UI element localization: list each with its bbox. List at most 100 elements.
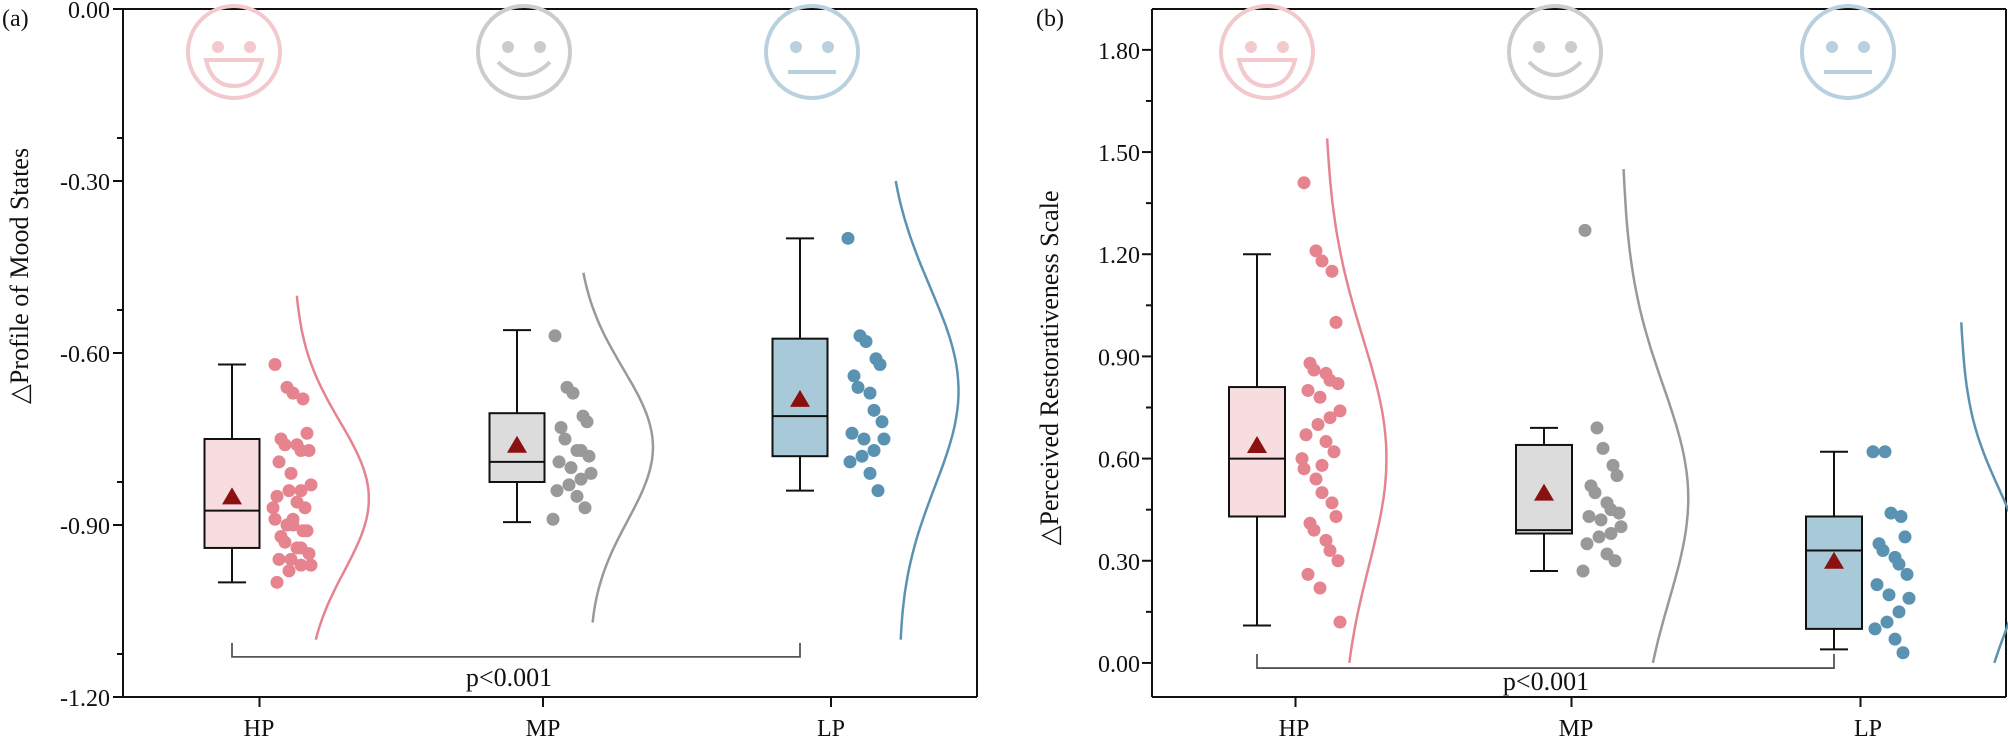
points-HP [266,357,318,589]
panel-b-chart: (b) △Perceived Restorativeness Scale HP … [1035,4,2008,742]
data-point [578,501,592,515]
data-point [1896,646,1910,660]
data-point [1902,591,1916,605]
data-point [1309,244,1323,258]
box-mean-marker [790,389,810,407]
data-point [1301,383,1315,397]
data-point [1866,445,1880,459]
panel-b-y-tick-label: 0.90 [1098,345,1140,371]
data-point [1295,452,1309,466]
data-point [1333,404,1347,418]
data-point [564,461,578,475]
face-outline [186,4,282,100]
data-point [268,357,282,371]
data-point [863,386,877,400]
data-point [867,403,881,417]
box-mean-marker [222,487,242,505]
data-point [272,455,286,469]
density-curve-HP [295,295,371,641]
data-point [1884,506,1898,520]
data-point [270,575,284,589]
face-eye-left [1533,41,1545,53]
face-neutral-icon [764,4,860,100]
data-point [1878,445,1892,459]
panel-b-y-axis-label: △Perceived Restorativeness Scale [1035,191,1064,546]
density-curve-MP [582,272,655,623]
density-curve-HP [1325,138,1388,664]
data-point [562,478,576,492]
face-eye-right [244,41,256,53]
panel-b-y-tick-label: 0.30 [1098,550,1140,576]
data-point [554,421,568,435]
data-point [552,455,566,469]
data-point [867,443,881,457]
data-point [304,478,318,492]
box-iqr [1805,515,1863,630]
panel-b-y-tick-label: 1.80 [1098,39,1140,65]
face-outline [1219,4,1315,100]
data-point [1311,418,1325,432]
box-HP [203,363,261,584]
data-point [847,369,861,383]
data-point [857,432,871,446]
data-point [550,484,564,498]
data-point [851,380,865,394]
data-point [1612,506,1626,520]
data-point [294,558,308,572]
data-point [1313,390,1327,404]
points-LP [1866,445,1916,660]
density-curve-LP [894,180,960,640]
data-point [300,524,314,538]
data-point [548,329,562,343]
face-outline [476,4,572,100]
face-smile-big-icon [1219,4,1315,100]
panel-b-y-tick-label: 1.20 [1098,243,1140,269]
box-HP [1228,253,1286,627]
points-LP [841,231,891,498]
box-LP [771,237,829,492]
data-point [1892,557,1906,571]
data-point [1576,564,1590,578]
data-point [1297,462,1311,476]
panel-a-x-tick-hp: HP [244,716,275,742]
face-mouth-grin [1236,58,1298,89]
data-point [1594,513,1608,527]
data-point [1329,315,1343,329]
data-point [1870,578,1884,592]
box-MP [488,329,546,524]
box-MP [1515,426,1573,572]
data-point [1331,554,1345,568]
data-point [1604,527,1618,541]
data-point [1614,520,1628,534]
data-point [1331,377,1345,391]
face-eye-right [1565,41,1577,53]
panel-a-y-axis-label: △Profile of Mood States [5,148,34,404]
face-outline [1800,4,1896,100]
data-point [841,231,855,245]
face-outline [1507,4,1603,100]
data-point [1578,223,1592,237]
face-eye-left [502,41,514,53]
data-point [875,415,889,429]
data-point [302,443,316,457]
box-LP [1805,450,1863,651]
face-mouth-smile [1527,60,1583,77]
face-neutral-icon [1800,4,1896,100]
panel-b-significance-bracket [1256,654,1835,669]
face-smile-big-icon [186,4,282,100]
data-point [284,466,298,480]
data-point [284,552,298,566]
box-mean-marker [1534,483,1554,501]
panel-a-x-tick-lp: LP [817,716,845,742]
data-point [1608,554,1622,568]
data-point [286,518,300,532]
data-point [1297,176,1311,190]
data-point [1868,622,1882,636]
panel-b-y-tick-label: 1.50 [1098,141,1140,167]
data-point [1315,458,1329,472]
data-point [304,558,318,572]
panel-a-label: (a) [2,6,29,32]
data-point [1323,544,1337,558]
panel-b-y-tick-label: 0.00 [1098,652,1140,678]
